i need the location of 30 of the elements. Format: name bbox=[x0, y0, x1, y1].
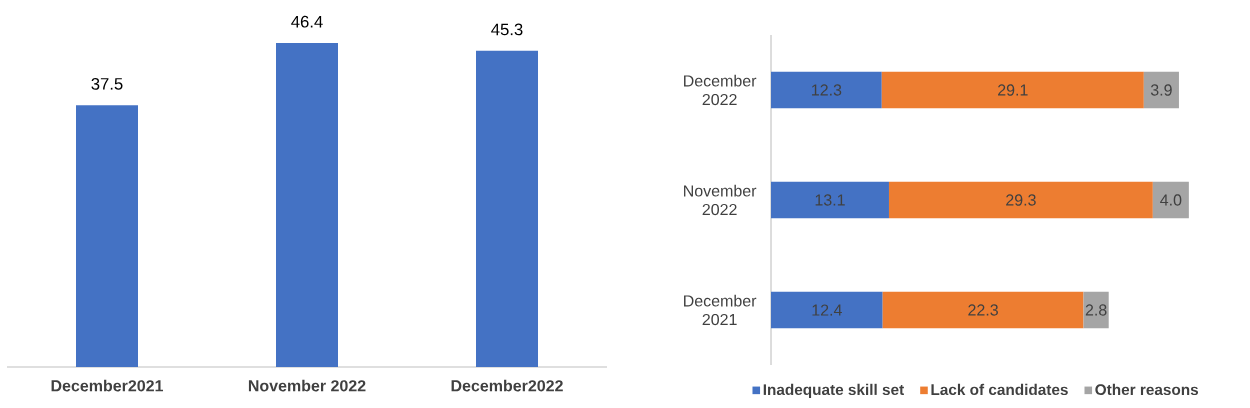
data-label: 4.0 bbox=[1160, 194, 1182, 206]
x-tick-label: November 2022 bbox=[248, 379, 366, 392]
y-tick-label: November 2022 bbox=[684, 184, 757, 216]
y-tick-label: December 2022 bbox=[684, 74, 757, 106]
data-label: 12.3 bbox=[812, 84, 842, 96]
data-label: 2.8 bbox=[1085, 304, 1107, 316]
bar bbox=[888, 181, 1153, 219]
bar bbox=[882, 291, 1084, 329]
data-label: 45.3 bbox=[491, 23, 523, 36]
bar bbox=[771, 291, 883, 329]
bar bbox=[1083, 291, 1109, 329]
data-label: 29.3 bbox=[1006, 194, 1036, 206]
bar bbox=[1152, 181, 1189, 219]
y-tick-label: December 2021 bbox=[684, 294, 757, 326]
legend-label: Other reasons bbox=[1095, 383, 1199, 396]
data-label: 29.1 bbox=[998, 84, 1028, 96]
bar bbox=[1143, 71, 1179, 109]
data-label: 3.9 bbox=[1150, 84, 1172, 96]
bar bbox=[881, 71, 1144, 109]
legend-label: Lack of candidates bbox=[931, 383, 1068, 396]
data-label: 37.5 bbox=[91, 77, 123, 90]
bar bbox=[771, 181, 889, 219]
data-label: 13.1 bbox=[815, 194, 845, 206]
data-label: 22.3 bbox=[968, 304, 998, 316]
legend-label: Inadequate skill set bbox=[763, 383, 904, 399]
data-label: 12.4 bbox=[812, 304, 842, 316]
x-tick-label: December2021 bbox=[51, 379, 164, 392]
data-label: 46.4 bbox=[291, 15, 323, 28]
bar bbox=[771, 71, 882, 109]
x-tick-label: December2022 bbox=[451, 379, 563, 392]
